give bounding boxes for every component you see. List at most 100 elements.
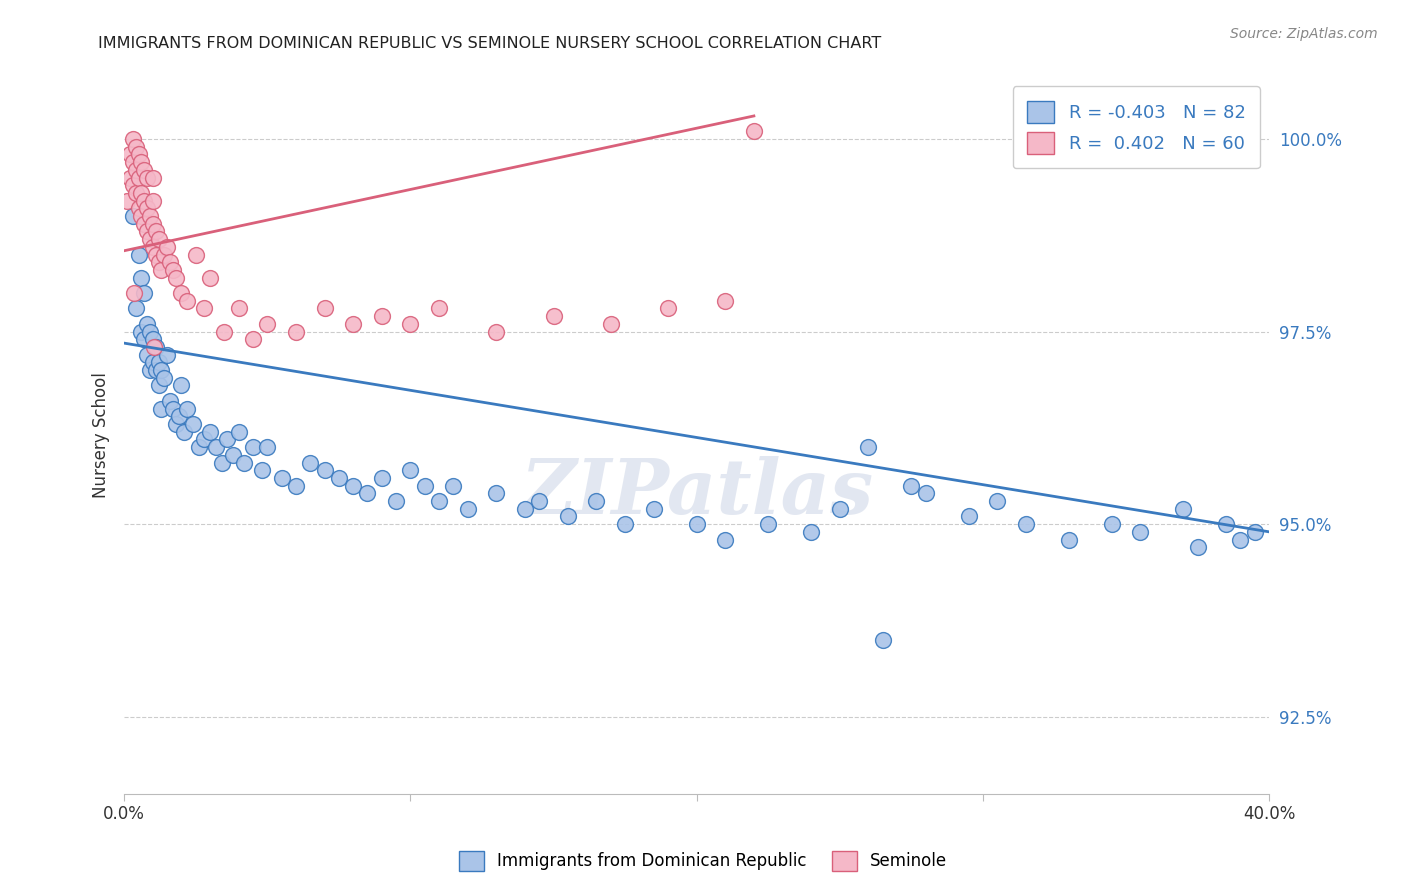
Point [485,325,508,339]
Point [211,456,233,470]
Point [142,332,165,346]
Point [153,247,176,261]
Point [1129,524,1152,539]
Point [585,494,607,508]
Point [131,325,153,339]
Text: Source: ZipAtlas.com: Source: ZipAtlas.com [1230,27,1378,41]
Point [150,263,173,277]
Point [136,224,159,238]
Point [284,478,307,492]
Point [872,632,894,647]
Legend: R = -0.403   N = 82, R =  0.402   N = 60: R = -0.403 N = 82, R = 0.402 N = 60 [1012,87,1260,169]
Point [1215,517,1237,532]
Point [173,425,195,439]
Point [1015,517,1038,532]
Point [614,517,637,532]
Point [427,301,450,316]
Point [170,378,193,392]
Point [900,478,922,492]
Point [342,478,364,492]
Point [714,293,737,308]
Point [136,348,159,362]
Point [800,524,823,539]
Point [242,332,264,346]
Point [1057,533,1080,547]
Point [233,456,256,470]
Point [136,317,159,331]
Point [139,209,162,223]
Point [1243,524,1265,539]
Point [441,478,464,492]
Point [657,301,679,316]
Point [124,140,146,154]
Point [128,170,150,185]
Point [165,417,187,431]
Point [371,471,394,485]
Point [643,501,665,516]
Point [121,132,143,146]
Point [314,301,336,316]
Point [131,155,153,169]
Point [543,309,565,323]
Point [134,162,156,177]
Point [270,471,292,485]
Point [167,409,190,424]
Point [427,494,450,508]
Point [328,471,350,485]
Point [121,178,143,193]
Point [124,301,146,316]
Text: ZIPatlas: ZIPatlas [520,456,873,530]
Point [121,155,143,169]
Point [250,463,273,477]
Point [1229,533,1251,547]
Point [413,478,436,492]
Point [176,293,198,308]
Point [256,440,278,454]
Point [170,286,193,301]
Point [356,486,378,500]
Point [299,456,322,470]
Point [142,217,165,231]
Point [193,301,215,316]
Point [118,170,141,185]
Point [314,463,336,477]
Point [228,301,250,316]
Point [184,247,207,261]
Point [136,170,159,185]
Point [139,363,162,377]
Point [145,363,167,377]
Point [193,433,215,447]
Point [124,186,146,200]
Point [142,170,165,185]
Point [139,325,162,339]
Point [142,355,165,369]
Point [222,448,245,462]
Point [187,440,209,454]
Point [128,247,150,261]
Point [256,317,278,331]
Point [131,186,153,200]
Point [159,393,181,408]
Point [148,378,170,392]
Point [214,325,236,339]
Point [142,240,165,254]
Point [242,440,264,454]
Point [143,340,166,354]
Point [742,124,765,138]
Point [828,501,851,516]
Point [145,340,167,354]
Point [142,194,165,208]
Point [529,494,551,508]
Point [371,309,394,323]
Point [115,194,138,208]
Point [134,286,156,301]
Point [145,247,167,261]
Point [284,325,307,339]
Point [159,255,181,269]
Point [128,202,150,216]
Point [485,486,508,500]
Text: IMMIGRANTS FROM DOMINICAN REPUBLIC VS SEMINOLE NURSERY SCHOOL CORRELATION CHART: IMMIGRANTS FROM DOMINICAN REPUBLIC VS SE… [98,36,882,51]
Point [121,209,143,223]
Point [599,317,621,331]
Point [914,486,936,500]
